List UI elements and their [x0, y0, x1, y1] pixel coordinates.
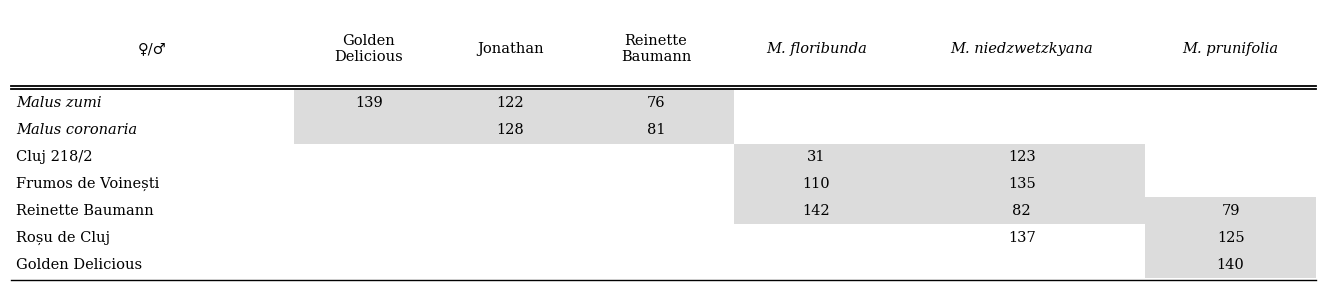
Text: 31: 31: [807, 150, 825, 164]
Text: 82: 82: [1013, 204, 1031, 218]
Text: 139: 139: [354, 96, 382, 110]
Text: Malus zumi: Malus zumi: [16, 96, 101, 110]
Text: M. floribunda: M. floribunda: [766, 42, 867, 56]
Text: 110: 110: [803, 177, 831, 191]
Text: 128: 128: [496, 123, 524, 137]
Text: Reinette
Baumann: Reinette Baumann: [621, 34, 691, 64]
Bar: [295, 90, 734, 144]
Text: 135: 135: [1007, 177, 1035, 191]
Text: 125: 125: [1217, 231, 1245, 245]
Text: 123: 123: [1007, 150, 1035, 164]
Text: Golden
Delicious: Golden Delicious: [334, 34, 403, 64]
Text: 140: 140: [1217, 258, 1245, 272]
Text: 122: 122: [496, 96, 524, 110]
Text: ♀/♂: ♀/♂: [138, 42, 167, 56]
Text: Reinette Baumann: Reinette Baumann: [16, 204, 154, 218]
Text: M. prunifolia: M. prunifolia: [1182, 42, 1279, 56]
Text: Roșu de Cluj: Roșu de Cluj: [16, 231, 110, 245]
Text: Jonathan: Jonathan: [478, 42, 544, 56]
Bar: [734, 144, 1145, 224]
Text: M. niedzwetzkyana: M. niedzwetzkyana: [950, 42, 1093, 56]
Text: 81: 81: [646, 123, 665, 137]
Text: 79: 79: [1221, 204, 1239, 218]
Text: 76: 76: [646, 96, 665, 110]
Bar: [1145, 197, 1316, 278]
Text: Frumos de Voinești: Frumos de Voinești: [16, 177, 159, 191]
Text: 142: 142: [803, 204, 831, 218]
Text: Malus coronaria: Malus coronaria: [16, 123, 137, 137]
Text: Golden Delicious: Golden Delicious: [16, 258, 142, 272]
Text: Cluj 218/2: Cluj 218/2: [16, 150, 93, 164]
Text: 137: 137: [1007, 231, 1035, 245]
